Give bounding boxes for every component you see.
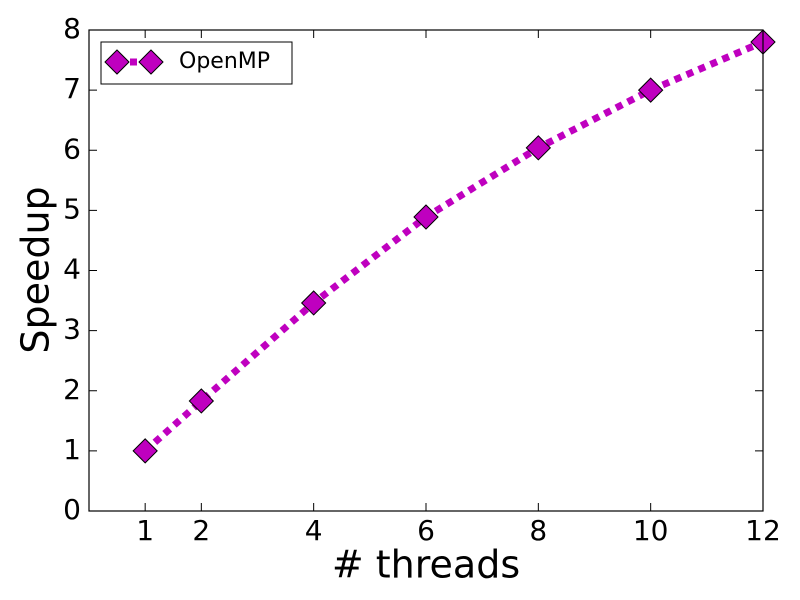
- y-tick-label: 3: [63, 313, 81, 346]
- x-tick-label: 8: [529, 514, 547, 547]
- y-tick-label: 1: [63, 433, 81, 466]
- series-line: [142, 38, 765, 454]
- data-point: [300, 290, 327, 316]
- data-point: [188, 388, 215, 414]
- x-tick-label: 10: [633, 514, 669, 547]
- y-tick-label: 4: [63, 253, 81, 286]
- legend-label: OpenMP: [179, 49, 270, 74]
- y-tick-label: 6: [63, 132, 81, 165]
- y-tick-label: 5: [63, 192, 81, 225]
- y-tick-label: 0: [63, 493, 81, 526]
- x-tick-label: 12: [745, 514, 781, 547]
- legend-marker: [104, 49, 130, 75]
- data-point: [525, 135, 552, 161]
- y-tick-label: 7: [63, 72, 81, 105]
- data-point: [132, 438, 158, 464]
- y-tick-label: 2: [63, 373, 81, 406]
- x-tick-label: 4: [305, 514, 323, 547]
- x-tick-label: 1: [136, 514, 154, 547]
- x-tick-label: 6: [417, 514, 435, 547]
- plot-frame: [88, 29, 764, 512]
- legend-marker: [138, 49, 164, 75]
- data-point: [413, 204, 439, 230]
- y-axis-label: Speedup: [14, 186, 58, 353]
- x-tick-label: 2: [192, 514, 210, 547]
- data-point: [637, 77, 664, 103]
- x-axis-label: # threads: [332, 543, 520, 587]
- y-tick-label: 8: [63, 12, 81, 45]
